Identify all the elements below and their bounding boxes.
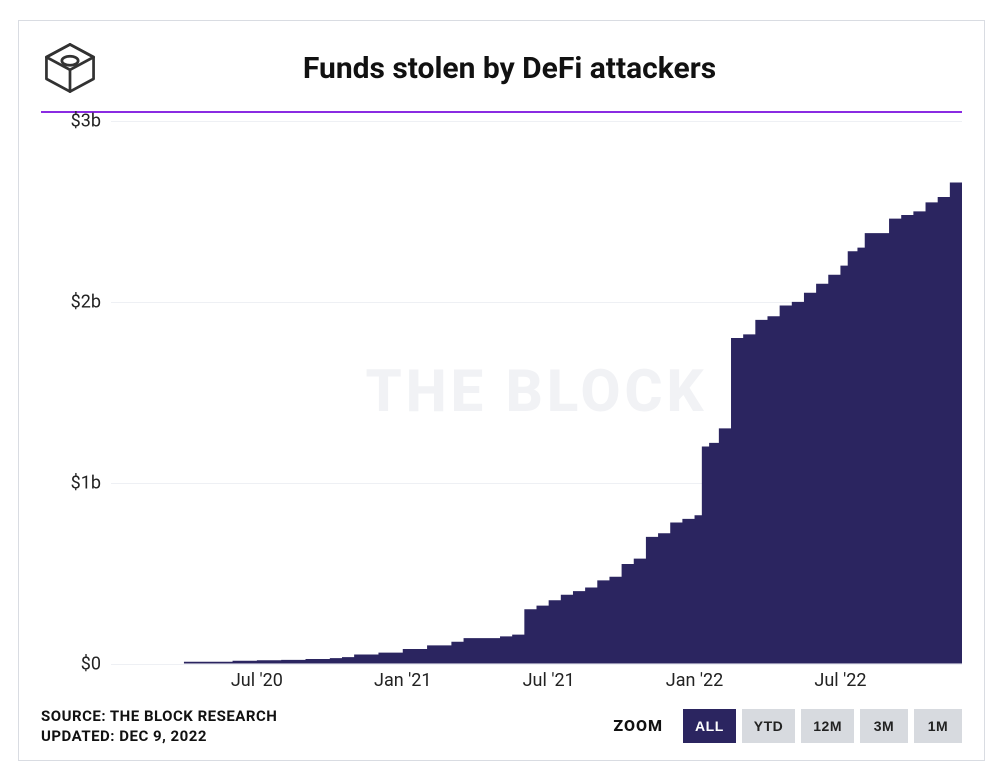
plot-region[interactable]: THE BLOCK [111,121,962,664]
updated-line: UPDATED: DEC 9, 2022 [41,726,277,746]
x-tick-label: Jul '20 [231,670,283,691]
chart-meta: SOURCE: THE BLOCK RESEARCH UPDATED: DEC … [41,706,277,747]
zoom-button-3m[interactable]: 3M [860,709,908,743]
chart-card: Funds stolen by DeFi attackers $0 $1b $2b $… [18,20,985,761]
y-tick-label: $1b [71,472,101,493]
area-series [111,179,962,664]
accent-divider [41,111,962,113]
source-line: SOURCE: THE BLOCK RESEARCH [41,706,277,726]
chart-header: Funds stolen by DeFi attackers [41,39,962,111]
x-axis-labels: Jul '20 Jan '21 Jul '21 Jan '22 Jul '22 [111,664,962,696]
y-tick-label: $2b [71,291,101,312]
chart-title: Funds stolen by DeFi attackers [117,51,962,86]
y-tick-label: $0 [81,653,101,674]
zoom-button-ytd[interactable]: YTD [742,709,796,743]
zoom-button-1m[interactable]: 1M [914,709,962,743]
zoom-label: ZOOM [613,716,663,735]
x-tick-label: Jul '21 [523,670,575,691]
x-tick-label: Jan '21 [374,670,432,691]
y-tick-label: $3b [71,111,101,132]
zoom-button-all[interactable]: ALL [683,709,736,743]
zoom-button-12m[interactable]: 12M [801,709,854,743]
chart-card-container: Funds stolen by DeFi attackers $0 $1b $2b $… [0,0,1003,781]
chart-area: $0$1b$2b$3b THE BLOCK [41,121,962,664]
area-chart-svg [111,121,962,664]
y-axis-labels: $0$1b$2b$3b [41,121,111,664]
x-tick-label: Jan '22 [666,670,724,691]
x-tick-label: Jul '22 [814,670,866,691]
brand-logo-icon [41,39,99,97]
chart-footer: SOURCE: THE BLOCK RESEARCH UPDATED: DEC … [41,696,962,747]
zoom-controls: ZOOM ALLYTD12M3M1M [613,709,962,743]
